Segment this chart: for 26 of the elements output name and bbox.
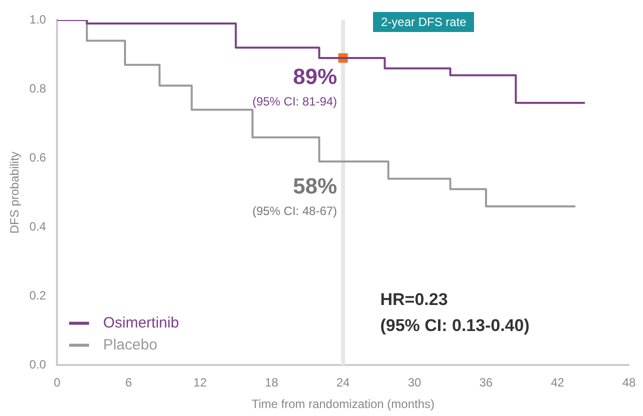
x-tick-label: 18	[264, 376, 279, 390]
annotation: (95% CI: 81-94)	[252, 94, 338, 108]
x-tick-label: 42	[550, 376, 565, 390]
y-tick-label: 0.0	[29, 358, 46, 372]
annotation: 58%	[292, 174, 338, 199]
x-tick-label: 0	[54, 376, 61, 390]
y-tick-label: 0.6	[29, 150, 46, 164]
x-tick-label: 6	[125, 376, 132, 390]
y-tick-label: 0.8	[29, 81, 46, 96]
y-tick-label: 0.2	[29, 288, 46, 302]
y-tick-label: 0.4	[29, 219, 46, 234]
x-tick-label: 12	[193, 376, 208, 390]
chart-title: 2-year DFS rate	[373, 12, 474, 32]
x-tick-label: 48	[622, 376, 636, 390]
y-tick-label: 1.0	[29, 12, 46, 26]
x-tick-label: 36	[479, 376, 494, 390]
legend-label: Osimertinib	[103, 314, 179, 332]
annotation: (95% CI: 48-67)	[252, 204, 338, 218]
x-axis-title: Time from randomization (months)	[252, 397, 435, 412]
annotation: (95% CI: 0.13-0.40)	[380, 316, 530, 335]
annotation: 89%	[292, 64, 338, 90]
y-axis-title: DFS probability	[8, 152, 22, 234]
x-tick-label: 24	[336, 376, 350, 390]
legend-label: Placebo	[103, 336, 158, 354]
x-tick-label: 30	[408, 376, 422, 390]
annotation: HR=0.23	[380, 290, 448, 309]
